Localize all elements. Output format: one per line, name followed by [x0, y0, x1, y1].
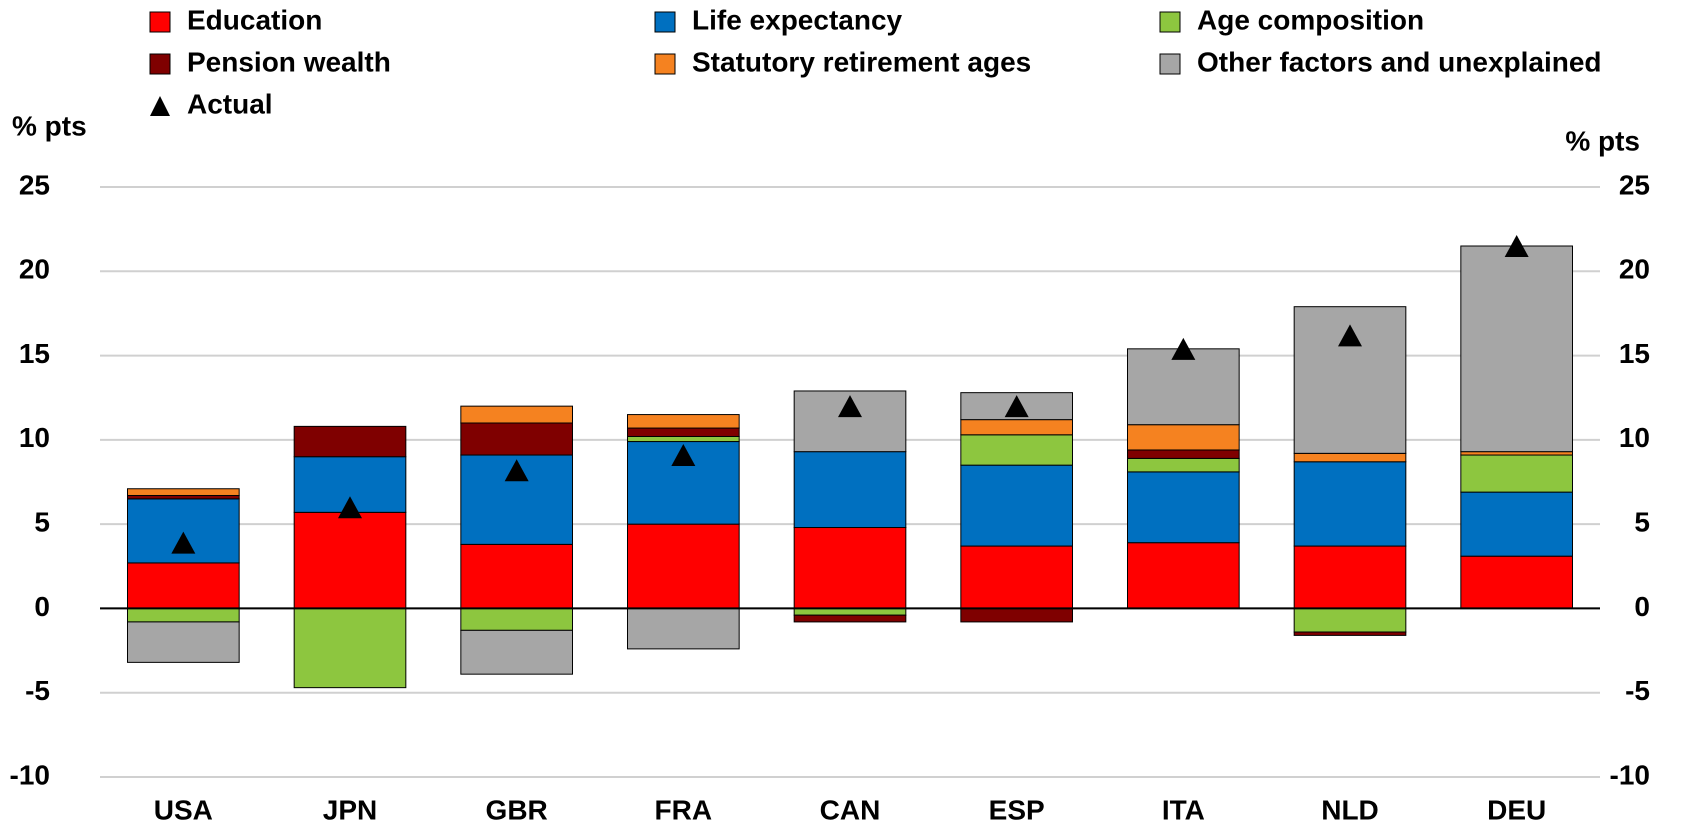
x-tick-label: ITA [1162, 794, 1205, 825]
y-tick-label: 10 [19, 422, 50, 453]
y-tick-label: 5 [34, 507, 50, 538]
legend-label: Other factors and unexplained [1197, 46, 1602, 77]
bar-segment [1293, 452, 1407, 463]
bar-segment [127, 488, 240, 496]
actual-marker [671, 444, 696, 467]
bar-segment [1293, 607, 1407, 633]
y2-tick-label: -10 [1610, 759, 1650, 790]
legend-label: Age composition [1197, 4, 1424, 35]
x-tick-label: NLD [1321, 794, 1379, 825]
x-tick-label: CAN [820, 794, 881, 825]
bar-segment [627, 523, 740, 609]
bar-segment [960, 419, 1073, 436]
bar-segment [960, 545, 1073, 609]
actual-marker [171, 531, 196, 554]
bar-segment [293, 425, 407, 458]
bar-segment [1127, 449, 1240, 459]
bar-segment [793, 607, 907, 616]
bar-segment [793, 451, 907, 529]
actual-marker [1338, 324, 1362, 347]
bar-segment [627, 435, 740, 443]
y-tick-label: -5 [25, 675, 50, 706]
bar-segment [627, 607, 740, 650]
bar-segment [960, 607, 1073, 623]
legend-label: Life expectancy [692, 4, 903, 35]
bar-segment [127, 621, 240, 663]
y2-tick-label: 25 [1619, 169, 1650, 200]
bar-segment [793, 614, 907, 623]
x-tick-label: DEU [1487, 794, 1546, 825]
bar-segment [960, 434, 1073, 466]
bar-segment [293, 607, 407, 689]
actual-marker [504, 459, 529, 482]
bar-segment [1127, 424, 1240, 451]
y2-tick-label: 10 [1619, 422, 1650, 453]
legend-label: Education [187, 4, 322, 35]
bar-segment [627, 427, 740, 437]
y2-axis-label: % pts [1565, 125, 1640, 156]
legend-swatch [1159, 11, 1181, 33]
y2-tick-label: 20 [1619, 254, 1650, 285]
actual-marker [1171, 337, 1196, 360]
bar-segment [1460, 555, 1574, 609]
actual-marker [1504, 235, 1529, 257]
y2-tick-label: 15 [1619, 338, 1650, 369]
bar-segment [293, 511, 407, 609]
y2-tick-label: -5 [1625, 675, 1650, 706]
y-tick-label: 20 [19, 254, 50, 285]
bar-segment [1127, 471, 1240, 544]
legend-label: Pension wealth [187, 46, 391, 77]
bar-segment [627, 414, 740, 429]
bar-segment [460, 543, 574, 609]
bar-segment [1293, 631, 1407, 636]
x-tick-label: ESP [989, 794, 1045, 825]
bar-segment [1127, 542, 1240, 609]
bar-segment [627, 441, 740, 525]
actual-marker [338, 496, 362, 519]
actual-marker [838, 395, 862, 418]
bar-segment [460, 405, 574, 424]
bar-segment [127, 607, 240, 623]
bar-segment [127, 494, 240, 500]
bar-segment [1460, 451, 1574, 456]
bar-segment [960, 464, 1073, 547]
bar-segment [1127, 457, 1240, 473]
bar-segment [793, 527, 907, 609]
bar-segment [1460, 245, 1574, 453]
legend-swatch [149, 11, 171, 33]
x-tick-label: GBR [486, 794, 548, 825]
legend-label: Actual [187, 88, 273, 119]
x-tick-label: USA [154, 794, 213, 825]
bar-segment [1293, 545, 1407, 609]
bar-segment [460, 629, 574, 675]
legend-marker [150, 96, 170, 116]
bar-segment [460, 607, 574, 631]
y-tick-label: 15 [19, 338, 50, 369]
y-axis-label: % pts [12, 110, 87, 141]
legend-swatch [149, 53, 171, 75]
actual-marker [1004, 395, 1029, 418]
x-tick-label: FRA [655, 794, 713, 825]
y-tick-label: -10 [10, 759, 50, 790]
bar-segment [1293, 461, 1407, 547]
y-tick-label: 25 [19, 169, 50, 200]
bar-segment [460, 422, 574, 456]
y2-tick-label: 0 [1634, 591, 1650, 622]
y-tick-label: 0 [34, 591, 50, 622]
legend-swatch [654, 11, 676, 33]
legend-label: Statutory retirement ages [692, 46, 1031, 77]
y2-tick-label: 5 [1634, 507, 1650, 538]
legend-swatch [654, 53, 676, 75]
legend-swatch [1159, 53, 1181, 75]
x-tick-label: JPN [323, 794, 377, 825]
bar-segment [1460, 454, 1574, 493]
bar-segment [127, 562, 240, 609]
bar-segment [1460, 491, 1574, 557]
bar-segment [1127, 348, 1240, 426]
